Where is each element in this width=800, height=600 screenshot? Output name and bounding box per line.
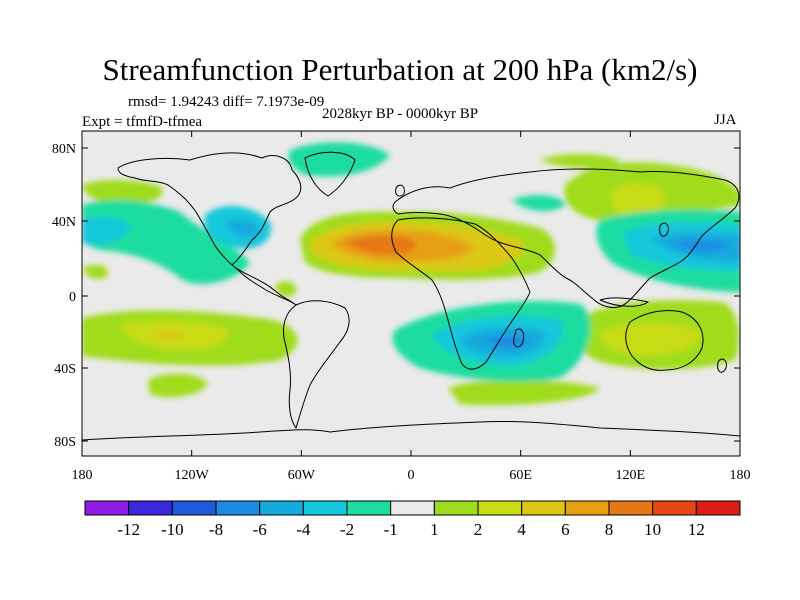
lat-label: 80S	[54, 435, 76, 450]
contour-pos-6-spac-band	[152, 330, 184, 341]
colorbar-label: 10	[644, 520, 661, 539]
contour-pos-2-west-patch	[82, 264, 109, 280]
coast-madagascar	[513, 328, 525, 348]
colorbar-label: 2	[474, 520, 483, 539]
colorbar-label: 4	[517, 520, 526, 539]
lat-label: 0	[69, 290, 76, 305]
coast-south-america	[283, 300, 350, 429]
period-text: 2028kyr BP - 0000kyr BP	[322, 106, 479, 122]
contour-neg-6-sio-low	[482, 335, 530, 347]
colorbar-label: -2	[340, 520, 354, 539]
contour-neg-4-namerica-low	[225, 218, 260, 237]
colorbar-box	[390, 500, 435, 516]
coast-africa	[391, 217, 531, 370]
axis-ticks: 80N 40N 0 40S 80S 180 120W 60W 0 60E 120E 180	[52, 131, 751, 483]
colorbar-box	[346, 500, 392, 516]
colorbar-label: 1	[430, 520, 439, 539]
contour-pos-4-australia-high	[600, 322, 701, 356]
contour-pos-2-so-patch-east	[448, 379, 600, 406]
colorbar-label: -10	[161, 520, 184, 539]
coast-north-america	[117, 152, 302, 306]
colorbar-box	[564, 500, 610, 516]
colorbar-label: 8	[605, 520, 614, 539]
lon-label: 0	[408, 468, 415, 483]
coast-japan	[659, 222, 669, 237]
stats-text: rmsd= 1.94243 diff= 7.1973e-09	[128, 94, 325, 110]
contour-pos-2-caribbean-patch	[275, 281, 297, 297]
coast-greenland	[304, 151, 356, 197]
colorbar-box	[128, 500, 173, 516]
colorbar-box	[215, 500, 261, 516]
colorbar-label: -4	[296, 520, 311, 539]
colorbar-box	[433, 500, 479, 516]
contour-pos-2-so-patch-west	[148, 373, 208, 398]
experiment-text: Expt = tfmfD-tfmea	[82, 114, 203, 130]
colorbar-box	[171, 500, 217, 516]
coast-antarctica	[82, 420, 740, 441]
lon-label: 180	[730, 468, 751, 483]
colorbar: -12 -10 -8 -6 -4 -2 -1 1 2 4 6 8 10 12	[84, 500, 741, 539]
season-text: JJA	[714, 112, 737, 128]
lat-label: 80N	[52, 142, 76, 157]
colorbar-box	[477, 500, 523, 516]
colorbar-box	[302, 500, 348, 516]
coast-australia	[625, 309, 704, 371]
colorbar-label: -12	[117, 520, 140, 539]
colorbar-label: -1	[384, 520, 398, 539]
colorbar-box	[608, 500, 654, 516]
colorbar-label: 6	[561, 520, 570, 539]
colorbar-label: 12	[688, 520, 705, 539]
contour-neg-1-npac-low	[82, 200, 250, 285]
page-title: Streamfunction Perturbation at 200 hPa (…	[102, 52, 698, 87]
coast-uk	[395, 184, 405, 197]
contour-neg-1-natl-low	[288, 142, 390, 177]
colorbar-box	[84, 500, 130, 516]
contour-neg-1-natl-patch	[512, 195, 566, 212]
contour-neg-2-npac-low	[82, 216, 130, 245]
coast-new-zealand	[717, 358, 727, 373]
lon-label: 120E	[616, 468, 646, 483]
colorbar-label: -6	[253, 520, 267, 539]
contour-pos-4-asia-high	[611, 183, 666, 220]
colorbar-box	[521, 500, 566, 516]
colorbar-box	[695, 500, 741, 516]
lon-label: 180	[72, 468, 93, 483]
colorbar-box	[259, 500, 304, 516]
lon-label: 60E	[509, 468, 532, 483]
contour-neg-6-wpac-low	[672, 240, 730, 252]
map-plot-area	[82, 131, 740, 456]
colorbar-box	[652, 500, 697, 516]
coast-indonesia	[599, 297, 649, 307]
coast-eurasia	[392, 168, 740, 309]
contour-fills	[82, 142, 740, 406]
contour-pos-2-npac-patch	[82, 179, 163, 205]
colorbar-label: -8	[209, 520, 223, 539]
lon-label: 60W	[288, 468, 316, 483]
lat-label: 40N	[52, 215, 76, 230]
contour-pos-8-atlantic-high	[345, 235, 417, 255]
lon-label: 120W	[175, 468, 210, 483]
contour-pos-2-arctic-patch	[540, 154, 620, 169]
lat-label: 40S	[54, 362, 76, 377]
coastlines	[82, 151, 740, 441]
